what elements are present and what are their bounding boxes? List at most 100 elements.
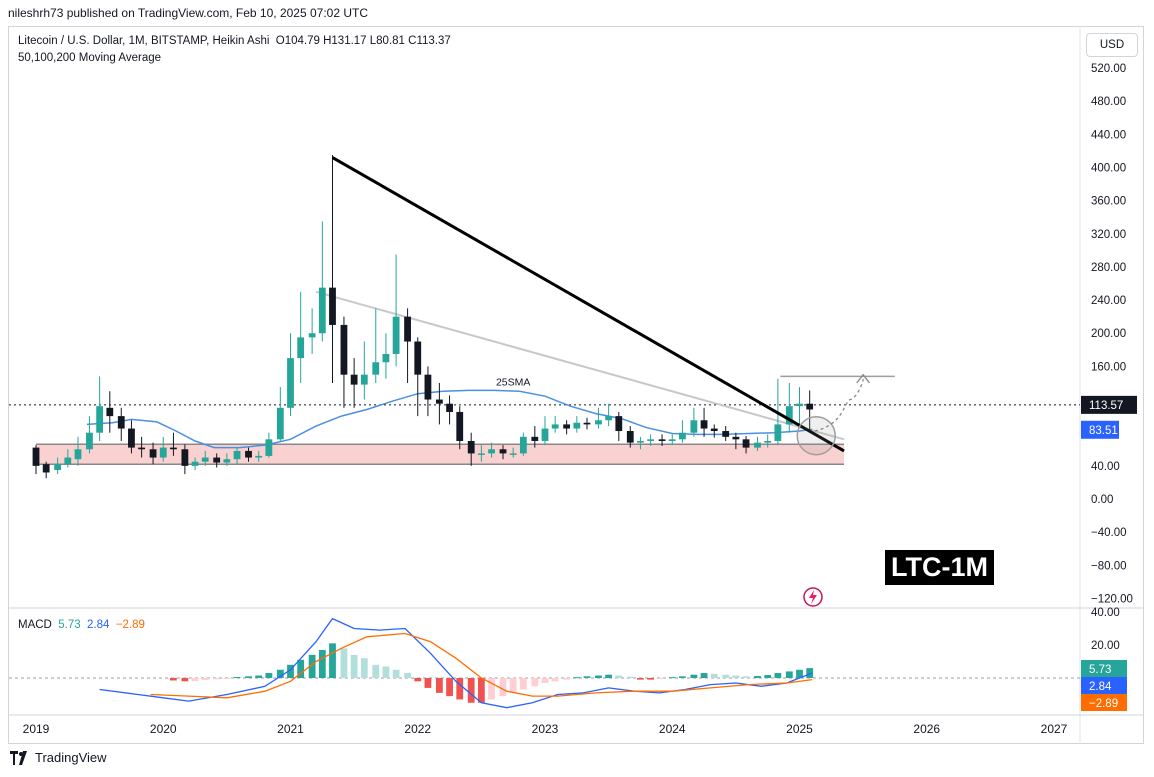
- macd-histogram-bar: [276, 669, 284, 678]
- macd-line: [99, 617, 813, 709]
- footer-brand[interactable]: TradingView: [10, 750, 107, 765]
- macd-value-tag: 2.84: [1089, 681, 1112, 693]
- candle-body: [583, 422, 591, 425]
- macd-histogram-bar: [467, 678, 475, 703]
- macd-histogram-bar: [213, 678, 221, 680]
- macd-title: MACD: [18, 619, 52, 631]
- macd-histogram-bar: [382, 666, 390, 678]
- x-tick-label: 2022: [404, 722, 431, 736]
- candle-body: [32, 447, 40, 466]
- candle-body: [233, 450, 241, 460]
- price-tick-label: −40.00: [1091, 527, 1127, 539]
- candle-body: [414, 341, 422, 375]
- macd-histogram-bar: [563, 678, 571, 680]
- candle-body: [318, 287, 326, 334]
- candle-body: [499, 449, 507, 454]
- candle-body: [265, 439, 273, 456]
- candle-body: [467, 440, 475, 454]
- last-price-tag-bg: [1081, 395, 1137, 414]
- price-tick-label: 40.00: [1091, 461, 1120, 473]
- macd-histogram-bar: [350, 654, 358, 678]
- candle-body: [615, 416, 623, 432]
- macd-histogram-bar: [647, 678, 655, 680]
- macd-histogram-bar: [615, 675, 623, 678]
- macd-histogram-bar: [318, 649, 326, 678]
- candle-body: [551, 424, 559, 429]
- price-tick-label: 440.00: [1091, 129, 1126, 141]
- macd-histogram-bar: [329, 643, 336, 678]
- candle-body: [96, 406, 104, 433]
- candle-body: [404, 316, 411, 342]
- candle-body: [106, 407, 114, 417]
- macd-histogram-bar: [806, 668, 814, 678]
- macd-legend[interactable]: MACD 5.73 2.84 −2.89: [18, 619, 145, 631]
- breakout-circle: [796, 415, 836, 456]
- price-tick-label: 280.00: [1091, 262, 1126, 274]
- macd-histogram-bar: [658, 678, 666, 679]
- candle-body: [488, 449, 495, 454]
- candle-body: [181, 449, 189, 466]
- macd-hist-value: −2.89: [115, 619, 145, 631]
- macd-histogram-bar: [488, 678, 495, 700]
- macd-histogram-bar: [201, 678, 209, 680]
- candle-body: [679, 432, 686, 440]
- candle-body: [637, 440, 644, 443]
- candle-body: [201, 457, 209, 462]
- candle-body: [605, 416, 613, 421]
- candle-body: [128, 428, 135, 448]
- ma-value-tag-bg: [1081, 420, 1119, 439]
- macd-histogram-bar: [360, 658, 368, 678]
- candle-body: [287, 358, 294, 408]
- macd-value-tag: −2.89: [1089, 698, 1118, 710]
- macd-histogram-bar: [191, 678, 199, 681]
- macd-histogram-bar: [700, 673, 708, 678]
- candle-body: [509, 453, 517, 455]
- macd-histogram-bar: [233, 677, 241, 679]
- macd-histogram-bar: [404, 673, 411, 678]
- symbol-name: Litecoin / U.S. Dollar, 1M, BITSTAMP, He…: [18, 35, 270, 47]
- candle-body: [446, 403, 453, 412]
- macd-histogram-bar: [722, 674, 730, 678]
- candle-body: [392, 316, 400, 354]
- candle-body: [223, 459, 231, 463]
- macd-histogram-bar: [223, 678, 231, 679]
- macd-histogram-bar: [785, 671, 793, 678]
- macd-histogram-bar: [637, 678, 644, 680]
- x-tick-label: 2019: [23, 722, 50, 736]
- macd-histogram-bar: [668, 677, 676, 679]
- macd-histogram-bar: [424, 678, 432, 688]
- candle-body: [42, 464, 50, 473]
- candle-body: [308, 333, 316, 338]
- candle-body: [360, 374, 368, 385]
- symbol-legend[interactable]: Litecoin / U.S. Dollar, 1M, BITSTAMP, He…: [18, 35, 451, 47]
- x-tick-label: 2025: [786, 722, 813, 736]
- macd-histogram-bar: [519, 678, 527, 690]
- lightning-bolt-icon: [809, 590, 817, 604]
- candle-body: [742, 439, 750, 448]
- price-pane: 25SMA 520.00 480.00 440.00 400.00 360.00 320.0…: [9, 26, 1143, 744]
- ma-legend[interactable]: 50,100,200 Moving Average: [18, 52, 162, 64]
- macd-pane: 40.00 20.00 5.73 2.84 −2.89: [9, 607, 1127, 711]
- macd-value-tag: 5.73: [1089, 664, 1111, 676]
- chart-frame: [8, 26, 1144, 744]
- candle-body: [64, 457, 72, 465]
- macd-histogram-bar: [732, 675, 740, 678]
- macd-histogram-bar: [573, 677, 581, 679]
- price-tick-label: 240.00: [1091, 295, 1126, 307]
- price-tick-label: −120.00: [1091, 593, 1133, 605]
- macd-histogram-bar: [742, 676, 750, 678]
- x-axis: 2019 2020 2021 2022 2023 2024 2025 2026 2027: [9, 714, 1143, 736]
- macd-histogram-bar: [287, 664, 294, 678]
- candle-body: [573, 422, 581, 429]
- candle-body: [595, 420, 602, 425]
- macd-histogram-bar: [181, 678, 189, 682]
- macd-value-tag-bg: [1081, 694, 1127, 711]
- macd-histogram-bar: [626, 676, 634, 678]
- support-zone: [36, 444, 845, 465]
- macd-histogram-bar: [340, 648, 348, 678]
- candle-body: [276, 407, 284, 440]
- currency-button[interactable]: USD: [1086, 33, 1138, 57]
- candle-body: [149, 449, 157, 458]
- ltc-1m-label: LTC-1M: [885, 550, 994, 585]
